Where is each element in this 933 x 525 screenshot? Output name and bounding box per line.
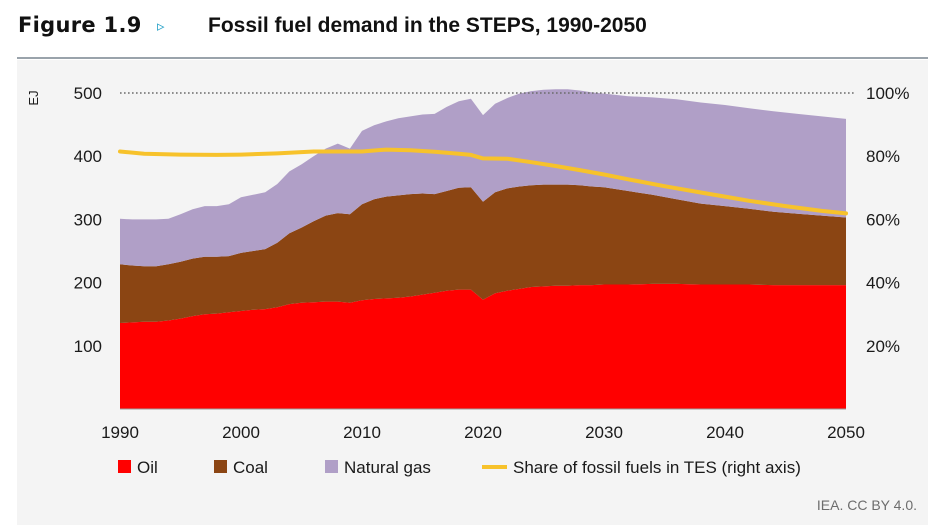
y2-tick-label: 100% bbox=[866, 84, 909, 103]
legend-natural-gas-swatch bbox=[325, 460, 338, 473]
y-tick-label: 100 bbox=[74, 337, 102, 356]
chart-panel: 100 200 300 400 500 EJ 20% 40% 60% 80% 100% 1990 200… bbox=[17, 60, 928, 525]
y2-tick-label: 40% bbox=[866, 274, 900, 293]
y2-tick-label: 80% bbox=[866, 147, 900, 166]
coal-area bbox=[120, 184, 846, 323]
figure-arrow-icon: ▹ bbox=[157, 17, 165, 35]
x-tick-label: 1990 bbox=[101, 423, 139, 442]
y2-tick-label: 60% bbox=[866, 210, 900, 229]
natural-gas-area bbox=[120, 89, 846, 267]
share-of-fossil-fuels-line bbox=[118, 147, 848, 216]
figure-number: Figure 1.9 bbox=[18, 13, 142, 37]
x-tick-label: 2050 bbox=[827, 423, 865, 442]
figure-header: Figure 1.9 ▹ Fossil fuel demand in the S… bbox=[0, 0, 933, 58]
fossil-fuel-demand-chart: 100 200 300 400 500 EJ 20% 40% 60% 80% 100% 1990 200… bbox=[26, 84, 909, 477]
header-divider bbox=[17, 57, 928, 59]
figure-title: Fossil fuel demand in the STEPS, 1990-20… bbox=[208, 14, 647, 37]
legend-coal-label: Coal bbox=[233, 458, 268, 477]
oil-area bbox=[120, 283, 846, 409]
x-tick-label: 2030 bbox=[585, 423, 623, 442]
x-tick-label: 2010 bbox=[343, 423, 381, 442]
legend-coal-swatch bbox=[214, 460, 227, 473]
legend-oil-swatch bbox=[118, 460, 131, 473]
source-credit: IEA. CC BY 4.0. bbox=[816, 497, 917, 513]
legend-share-label: Share of fossil fuels in TES (right axis… bbox=[513, 458, 801, 477]
y-tick-label: 200 bbox=[74, 274, 102, 293]
y-axis-label: EJ bbox=[26, 90, 41, 105]
y-tick-label: 500 bbox=[74, 84, 102, 103]
legend-oil-label: Oil bbox=[137, 458, 158, 477]
x-tick-label: 2040 bbox=[706, 423, 744, 442]
y-tick-label: 400 bbox=[74, 147, 102, 166]
x-tick-label: 2020 bbox=[464, 423, 502, 442]
y-tick-label: 300 bbox=[74, 210, 102, 229]
x-tick-label: 2000 bbox=[222, 423, 260, 442]
y2-tick-label: 20% bbox=[866, 337, 900, 356]
legend-natural-gas-label: Natural gas bbox=[344, 458, 431, 477]
